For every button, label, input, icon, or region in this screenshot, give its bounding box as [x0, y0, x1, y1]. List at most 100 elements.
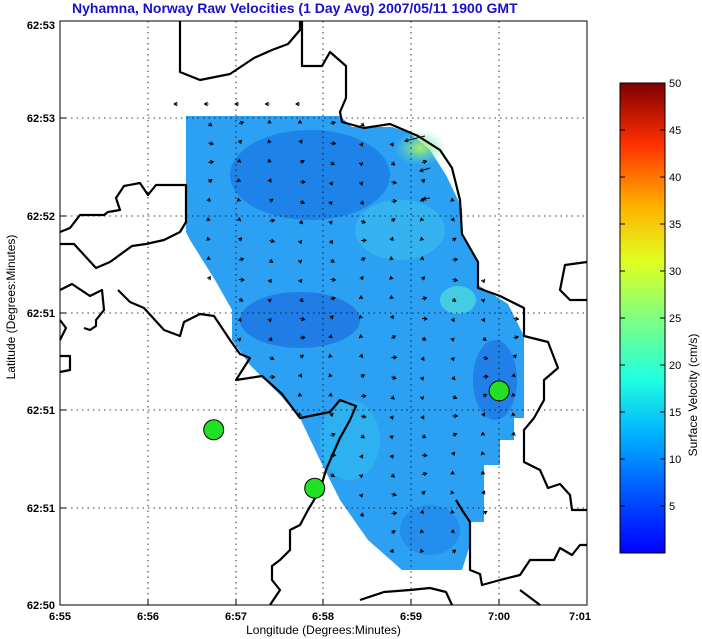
velocity-arrow [328, 334, 333, 339]
velocity-arrow [267, 119, 272, 124]
velocity-arrow [482, 374, 489, 379]
velocity-arrow [420, 356, 425, 362]
velocity-arrow [299, 159, 305, 164]
velocity-arrow [421, 276, 426, 281]
velocity-arrow [390, 395, 395, 400]
chart-title: Nyhamna, Norway Raw Velocities (1 Day Av… [72, 0, 518, 16]
velocity-arrow [390, 473, 396, 478]
velocity-arrow [451, 451, 456, 456]
velocity-arrow [359, 454, 364, 459]
velocity-arrow [419, 167, 431, 173]
velocity-arrow [452, 277, 459, 283]
velocity-arrow [237, 317, 242, 323]
velocity-arrow [391, 492, 397, 497]
velocity-arrow [358, 474, 364, 479]
velocity-arrow [482, 393, 488, 398]
velocity-arrow [269, 238, 276, 244]
velocity-arrow [482, 336, 487, 342]
velocity-arrow [481, 317, 486, 323]
velocity-arrow [389, 295, 394, 300]
velocity-arrow [268, 337, 273, 342]
velocity-arrow [267, 298, 272, 303]
velocity-arrow [173, 101, 178, 107]
velocity-arrow [419, 529, 425, 534]
velocity-arrow [480, 431, 486, 436]
velocity-arrow [328, 200, 333, 206]
velocity-arrow [360, 374, 365, 379]
colorbar-tick-label: 15 [669, 407, 681, 419]
colorbar: 5 10 15 20 25 30 35 40 45 50 [619, 78, 681, 554]
velocity-arrow [359, 200, 365, 205]
velocity-arrow [329, 412, 334, 417]
velocity-arrow [421, 159, 428, 165]
colorbar-label: Surface Velocity (cm/s) [686, 333, 700, 457]
velocity-arrow [452, 432, 458, 437]
velocity-arrow [391, 355, 398, 360]
y-tick-label: 62:53 [27, 20, 55, 32]
velocity-arrow [389, 142, 394, 147]
velocity-arrow [208, 141, 215, 146]
velocity-arrow [404, 135, 426, 143]
velocity-arrow [330, 141, 337, 146]
velocity-arrow [238, 277, 245, 282]
x-tick-labels: 6:55 6:56 6:57 6:58 6:59 7:00 7:01 [49, 611, 591, 623]
velocity-arrow [206, 197, 211, 203]
velocity-arrow [299, 179, 306, 185]
velocity-arrow [513, 335, 520, 340]
velocity-arrow [419, 256, 425, 261]
velocity-arrow [328, 220, 333, 225]
velocity-arrow [359, 512, 364, 517]
velocity-arrow [297, 392, 303, 397]
velocity-arrow [237, 139, 243, 144]
velocity-arrow [297, 119, 303, 124]
y-tick-label: 62:51 [27, 308, 55, 320]
velocity-arrow [421, 336, 427, 341]
velocity-arrow [391, 218, 396, 223]
velocity-arrow [450, 317, 455, 323]
velocity-arrow [421, 471, 428, 477]
velocity-arrow [360, 393, 367, 399]
velocity-arrow [389, 236, 394, 242]
x-tick-label: 6:59 [400, 611, 422, 623]
station-marker [488, 380, 510, 402]
velocity-arrow [389, 454, 394, 459]
velocity-arrow [481, 412, 486, 417]
velocity-arrow [450, 197, 455, 202]
velocity-arrow [328, 373, 333, 378]
velocity-arrow [450, 217, 455, 222]
velocity-arrow [297, 412, 303, 417]
velocity-arrow [451, 549, 457, 554]
velocity-arrow [236, 197, 242, 203]
velocity-arrow [267, 317, 272, 323]
velocity-arrow [358, 162, 364, 167]
velocity-arrow [389, 548, 394, 554]
velocity-arrow [298, 278, 303, 284]
velocity-arrow [358, 493, 364, 498]
velocity-arrow [511, 412, 516, 417]
colorbar-tick-label: 20 [669, 360, 681, 372]
velocity-arrow [269, 374, 276, 380]
velocity-arrow [451, 376, 456, 381]
velocity-arrow [512, 354, 517, 359]
velocity-arrow [360, 434, 365, 439]
velocity-arrow [511, 373, 516, 378]
velocity-arrow [389, 435, 394, 440]
velocity-arrow [421, 296, 428, 301]
station-markers [203, 380, 510, 499]
velocity-arrow [359, 181, 364, 186]
velocity-arrow [480, 451, 486, 456]
velocity-arrow [236, 178, 242, 183]
velocity-arrow [481, 490, 486, 495]
velocity-arrow [391, 180, 398, 185]
velocity-arrow [391, 161, 396, 166]
velocity-arrow [419, 509, 425, 515]
velocity-arrow [267, 158, 272, 163]
velocity-arrow [389, 415, 394, 420]
velocity-arrow [236, 158, 242, 163]
velocity-arrow [299, 297, 304, 302]
velocity-arrow [330, 161, 335, 166]
y-tick-label: 62:53 [27, 113, 55, 125]
colorbar-tick-label: 10 [669, 454, 681, 466]
velocity-arrow [206, 236, 211, 242]
